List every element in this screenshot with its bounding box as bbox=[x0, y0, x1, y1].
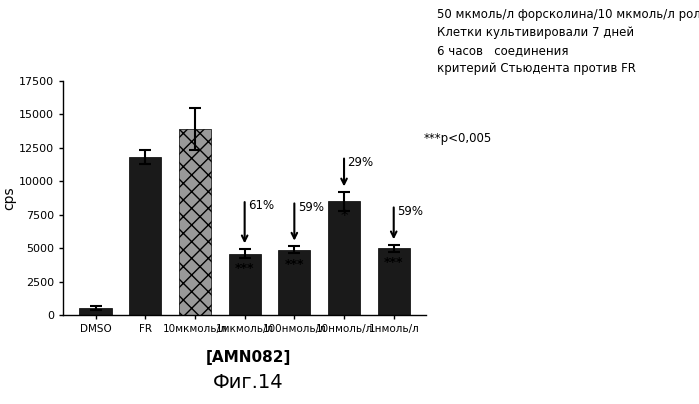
Text: 59%: 59% bbox=[397, 205, 423, 218]
Y-axis label: cps: cps bbox=[2, 186, 16, 210]
Text: 61%: 61% bbox=[248, 200, 274, 213]
Bar bbox=[129, 157, 161, 315]
Text: [AMN082]: [AMN082] bbox=[206, 350, 291, 365]
Bar bbox=[278, 250, 310, 315]
Bar bbox=[328, 201, 360, 315]
Text: 59%: 59% bbox=[298, 201, 324, 214]
Text: ***: *** bbox=[384, 256, 403, 269]
Bar bbox=[80, 308, 112, 315]
Text: Фиг.14: Фиг.14 bbox=[212, 373, 284, 392]
Bar bbox=[377, 248, 410, 315]
Text: *: * bbox=[340, 209, 348, 224]
Text: ***: *** bbox=[284, 257, 304, 271]
Text: ***p<0,005: ***p<0,005 bbox=[424, 132, 492, 145]
Bar bbox=[179, 129, 211, 315]
Bar bbox=[229, 254, 261, 315]
Text: 29%: 29% bbox=[347, 156, 374, 169]
Text: 50 мкмоль/л форсколина/10 мкмоль/л ролипрама
Клетки культивировали 7 дней
6 часо: 50 мкмоль/л форсколина/10 мкмоль/л ролип… bbox=[437, 8, 699, 75]
Text: ***: *** bbox=[235, 261, 254, 275]
